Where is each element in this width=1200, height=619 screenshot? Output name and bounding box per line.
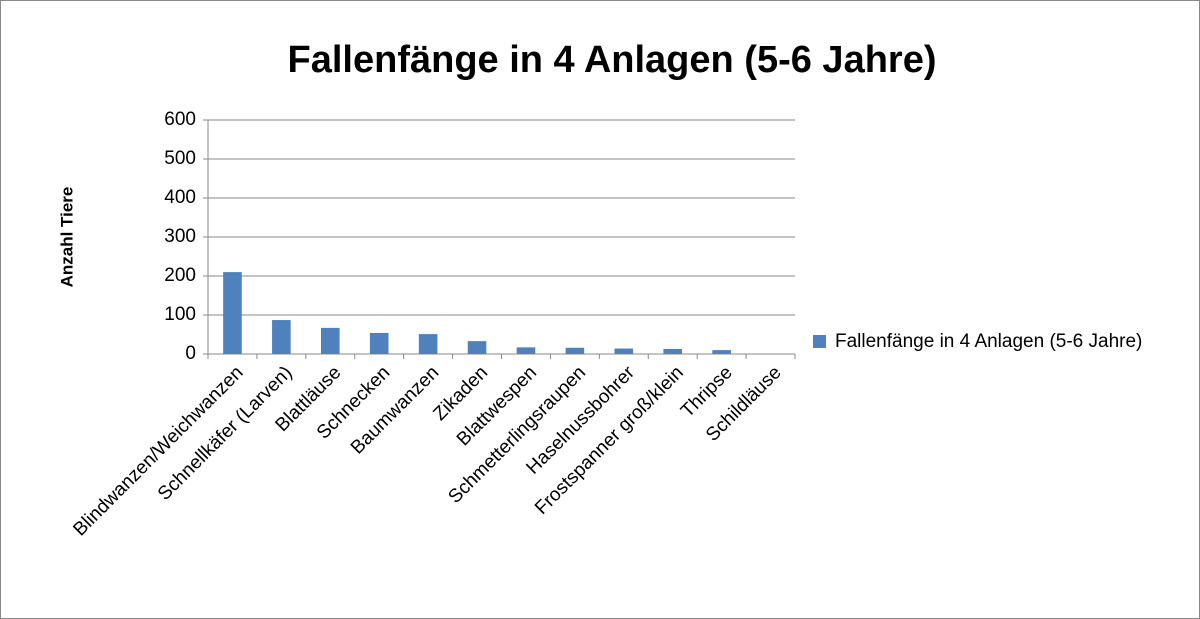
chart-title: Fallenfänge in 4 Anlagen (5-6 Jahre) xyxy=(288,39,937,81)
y-tick-label: 600 xyxy=(164,109,196,130)
legend-swatch xyxy=(813,335,826,348)
legend-label: Fallenfänge in 4 Anlagen (5-6 Jahre) xyxy=(835,331,1143,352)
bar xyxy=(418,334,438,354)
bar xyxy=(320,327,340,354)
bar xyxy=(516,347,536,354)
bar xyxy=(712,350,731,354)
y-tick-label: 300 xyxy=(164,226,196,247)
bar xyxy=(614,348,634,354)
bar xyxy=(272,320,291,354)
y-tick-label: 200 xyxy=(164,265,196,286)
y-tick-label: 500 xyxy=(164,148,196,169)
bar xyxy=(467,341,487,354)
bar xyxy=(663,348,683,354)
y-tick-label: 0 xyxy=(185,343,196,364)
y-axis-label: Anzahl Tiere xyxy=(57,187,76,288)
bar xyxy=(223,272,242,354)
y-tick-label: 100 xyxy=(164,304,196,325)
bar xyxy=(565,347,585,354)
y-tick-label: 400 xyxy=(164,187,196,208)
bar xyxy=(369,332,389,354)
